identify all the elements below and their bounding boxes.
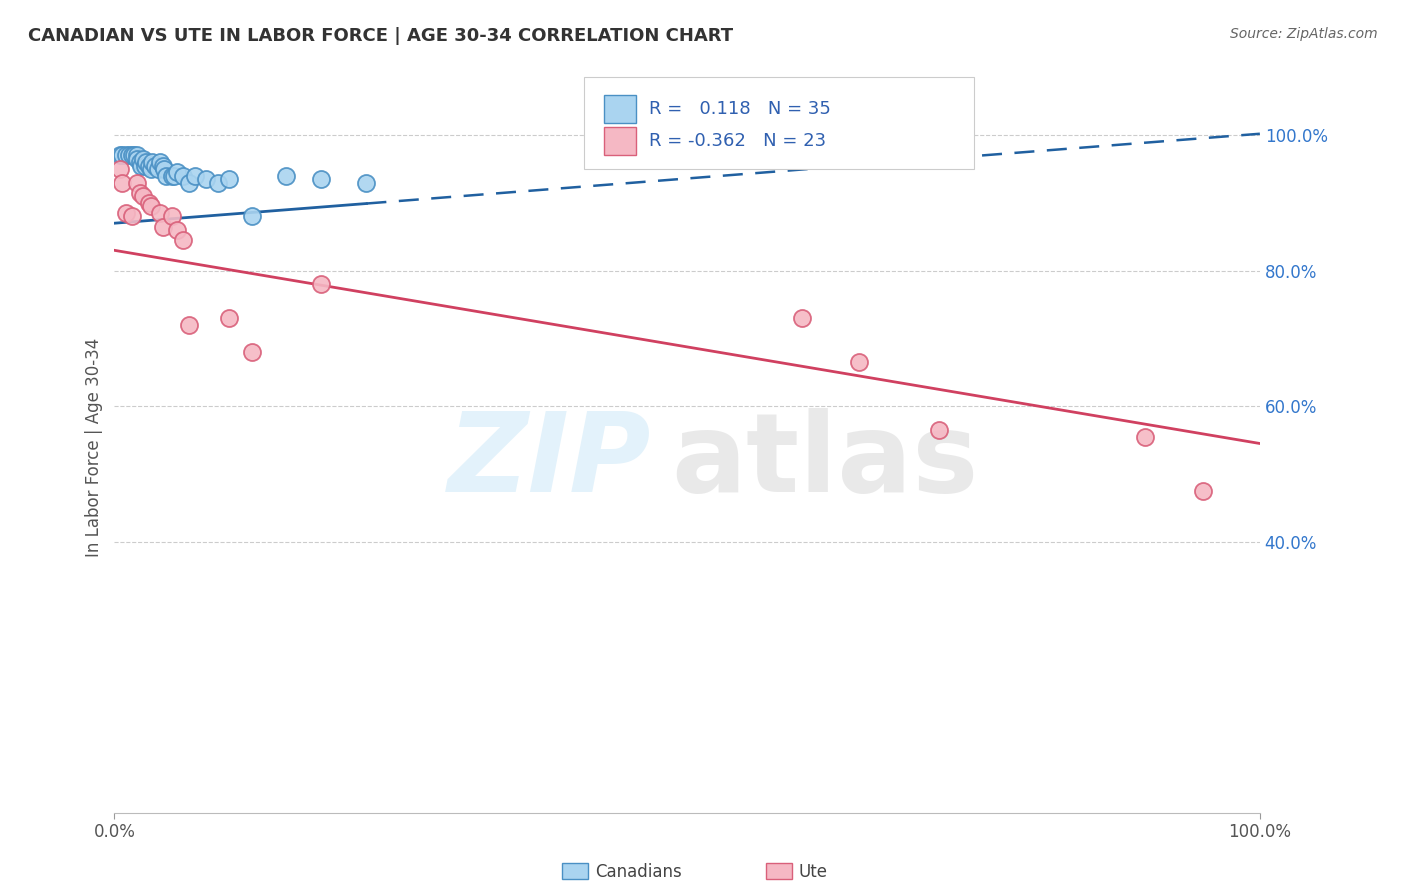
Y-axis label: In Labor Force | Age 30-34: In Labor Force | Age 30-34 <box>86 337 103 557</box>
Point <box>928 423 950 437</box>
Point <box>177 176 200 190</box>
Text: Canadians: Canadians <box>595 863 682 881</box>
Point <box>128 155 150 169</box>
Point <box>356 176 378 190</box>
Point <box>218 311 240 326</box>
Point <box>139 161 162 176</box>
Point <box>127 176 149 190</box>
Point <box>160 169 183 183</box>
Point <box>160 210 183 224</box>
Point <box>146 161 169 176</box>
FancyBboxPatch shape <box>583 78 973 169</box>
Text: atlas: atlas <box>671 408 979 515</box>
Point <box>149 155 172 169</box>
FancyBboxPatch shape <box>603 95 636 122</box>
Point <box>240 210 263 224</box>
Point <box>129 159 152 173</box>
Point <box>111 148 134 162</box>
Point <box>177 318 200 332</box>
Point <box>240 345 263 359</box>
Point <box>790 311 813 326</box>
Point <box>183 169 205 183</box>
Point <box>127 148 149 162</box>
Point <box>115 206 138 220</box>
Point <box>166 165 188 179</box>
Point <box>309 277 332 292</box>
Point <box>1191 483 1213 498</box>
Point <box>108 148 131 162</box>
Point <box>172 169 194 183</box>
Point <box>138 195 160 210</box>
Point <box>138 159 160 173</box>
Point <box>121 148 143 162</box>
Text: CANADIAN VS UTE IN LABOR FORCE | AGE 30-34 CORRELATION CHART: CANADIAN VS UTE IN LABOR FORCE | AGE 30-… <box>28 27 734 45</box>
Point <box>152 161 174 176</box>
Point <box>155 169 177 183</box>
Point <box>152 159 174 173</box>
Point <box>848 355 870 369</box>
Point <box>166 223 188 237</box>
Point <box>128 186 150 200</box>
Point <box>207 176 229 190</box>
Point <box>122 148 145 162</box>
Point <box>111 176 134 190</box>
Point <box>132 152 155 166</box>
Text: ZIP: ZIP <box>449 408 651 515</box>
Point <box>141 155 163 169</box>
Point <box>127 152 149 166</box>
Point <box>163 169 186 183</box>
Text: Ute: Ute <box>799 863 828 881</box>
Point <box>121 210 143 224</box>
Point <box>152 219 174 234</box>
Point <box>134 159 156 173</box>
Point <box>108 161 131 176</box>
Point <box>1135 430 1157 444</box>
Point <box>172 233 194 247</box>
Point <box>218 172 240 186</box>
Text: R =   0.118   N = 35: R = 0.118 N = 35 <box>650 100 831 118</box>
Point <box>132 189 155 203</box>
Point <box>135 155 157 169</box>
Point <box>115 148 138 162</box>
Text: R = -0.362   N = 23: R = -0.362 N = 23 <box>650 132 827 150</box>
Point <box>276 169 298 183</box>
Point <box>143 159 166 173</box>
FancyBboxPatch shape <box>603 127 636 155</box>
Text: Source: ZipAtlas.com: Source: ZipAtlas.com <box>1230 27 1378 41</box>
Point <box>195 172 218 186</box>
Point <box>149 206 172 220</box>
Point <box>139 199 162 213</box>
Point <box>118 148 141 162</box>
Point <box>309 172 332 186</box>
